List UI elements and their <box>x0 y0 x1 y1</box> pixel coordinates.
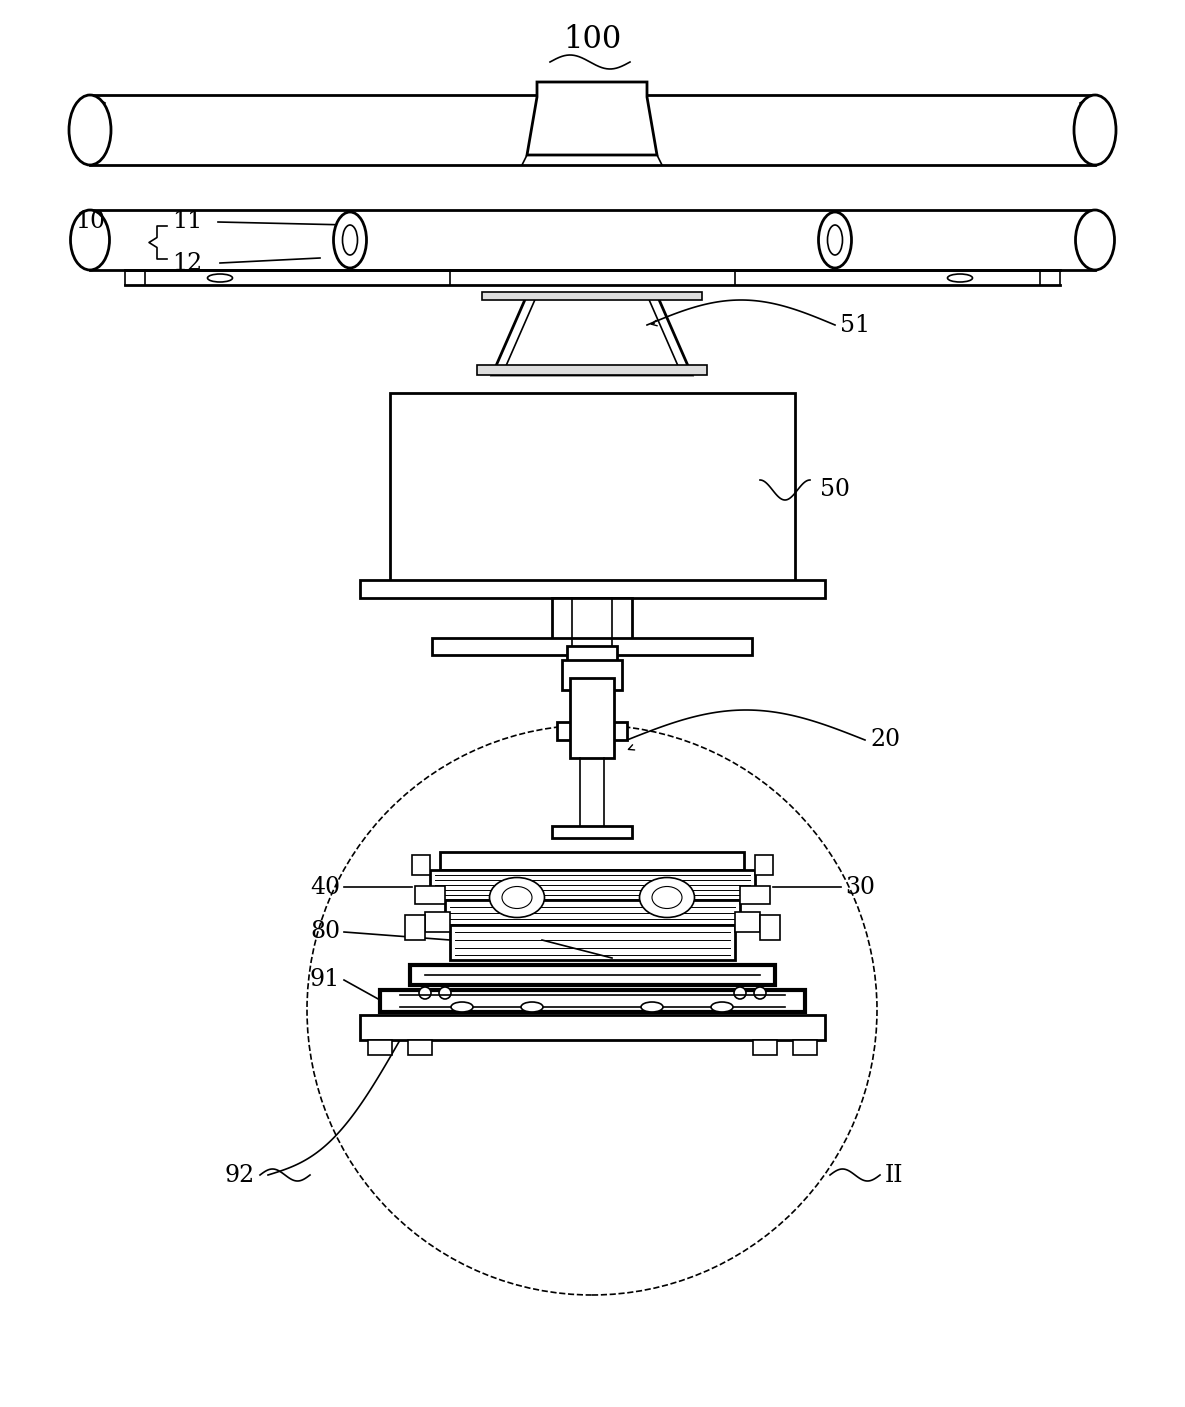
Ellipse shape <box>70 210 109 270</box>
Circle shape <box>734 986 747 999</box>
Ellipse shape <box>207 274 232 281</box>
Bar <box>552 826 632 839</box>
Ellipse shape <box>1076 210 1115 270</box>
Ellipse shape <box>1074 96 1116 165</box>
Bar <box>430 870 755 900</box>
Ellipse shape <box>652 886 683 909</box>
Bar <box>412 855 430 875</box>
Bar <box>380 991 805 1012</box>
Bar <box>433 637 752 656</box>
Circle shape <box>419 986 431 999</box>
Ellipse shape <box>711 1002 734 1012</box>
Ellipse shape <box>827 225 843 255</box>
Text: 11: 11 <box>172 211 203 234</box>
Ellipse shape <box>69 96 111 165</box>
Polygon shape <box>527 82 656 155</box>
Text: 30: 30 <box>845 875 875 899</box>
Bar <box>390 393 795 585</box>
Circle shape <box>754 986 766 999</box>
Bar <box>752 1040 777 1055</box>
Ellipse shape <box>502 886 532 909</box>
Bar <box>425 912 450 931</box>
Text: 91: 91 <box>309 968 340 992</box>
Text: 10: 10 <box>75 211 105 234</box>
Bar <box>446 900 739 924</box>
Circle shape <box>307 725 877 1294</box>
Bar <box>440 853 744 870</box>
Circle shape <box>438 986 451 999</box>
Ellipse shape <box>640 878 694 917</box>
Bar <box>552 598 632 650</box>
Bar <box>793 1040 816 1055</box>
Bar <box>570 678 614 758</box>
Text: 92: 92 <box>225 1164 255 1186</box>
Bar <box>478 364 707 376</box>
Bar <box>755 855 773 875</box>
Bar <box>739 886 770 905</box>
Ellipse shape <box>948 274 973 281</box>
Ellipse shape <box>451 1002 473 1012</box>
Text: II: II <box>885 1164 903 1186</box>
Text: 40: 40 <box>309 875 340 899</box>
Text: 80: 80 <box>309 920 340 944</box>
Bar <box>369 1040 392 1055</box>
Bar <box>360 580 825 598</box>
Bar <box>566 646 617 668</box>
Text: 100: 100 <box>563 24 621 55</box>
Bar <box>450 924 735 960</box>
Text: 20: 20 <box>870 729 901 751</box>
Bar <box>482 293 702 300</box>
Text: 50: 50 <box>820 478 850 501</box>
Bar <box>557 722 627 740</box>
Bar <box>360 1014 825 1040</box>
Ellipse shape <box>333 212 366 267</box>
Polygon shape <box>492 295 692 376</box>
Bar <box>735 912 760 931</box>
Bar <box>410 965 775 985</box>
Bar <box>572 701 611 720</box>
Ellipse shape <box>342 225 358 255</box>
Text: 51: 51 <box>840 314 870 336</box>
Ellipse shape <box>641 1002 662 1012</box>
Ellipse shape <box>819 212 852 267</box>
Bar <box>415 886 446 905</box>
Ellipse shape <box>521 1002 543 1012</box>
Bar <box>405 915 425 940</box>
Bar <box>408 1040 433 1055</box>
Bar <box>760 915 780 940</box>
Text: 12: 12 <box>172 252 203 274</box>
Bar <box>562 660 622 689</box>
Ellipse shape <box>489 878 544 917</box>
